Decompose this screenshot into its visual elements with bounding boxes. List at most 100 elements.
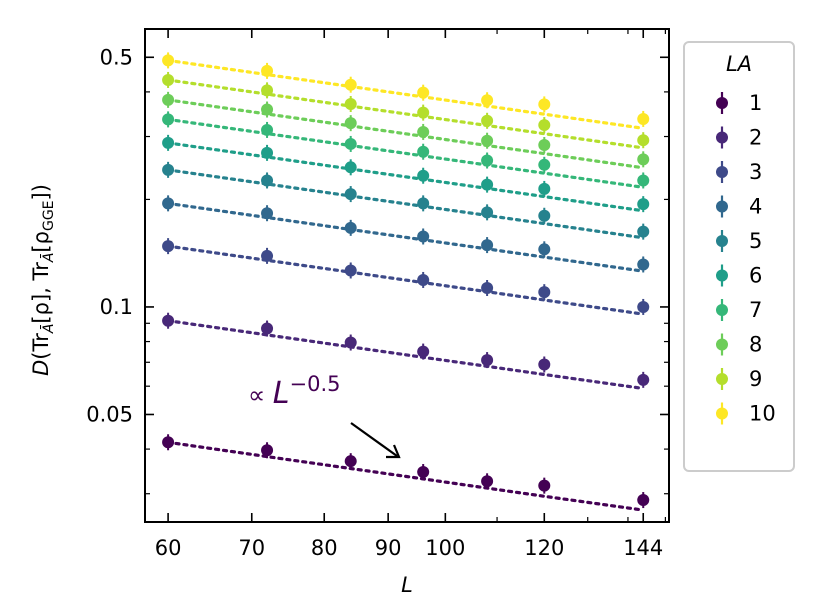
data-point [261,174,274,187]
data-point [538,182,551,195]
data-point [538,158,551,171]
data-point [538,358,551,371]
legend-marker [716,200,728,213]
data-point [261,64,274,77]
data-point [417,125,430,138]
legend: LA 1 2 3 4 5 6 7 8 9 10 [683,41,795,472]
plot-frame [144,28,670,523]
legend-marker [716,235,728,247]
data-point [481,154,494,167]
data-point [261,249,274,262]
data-point [162,197,175,210]
legend-label: 8 [749,333,762,357]
y-axis-label: D(TrĀ[ρ], TrĀ[ρGGE]) [29,184,57,376]
legend-marker [716,338,728,351]
data-point [344,161,357,174]
legend-item-8: 8 [716,333,762,357]
legend-item-9: 9 [716,367,762,391]
data-point [637,174,650,187]
series-6 [162,134,650,213]
legend-marker [716,373,728,385]
annotation-arrow-shaft [350,422,398,457]
data-point [637,258,650,271]
data-point [417,466,430,479]
data-point [481,354,494,367]
x-tick-label: 120 [524,536,564,560]
data-point [538,479,551,492]
legend-label: 4 [749,195,762,219]
legend-label: 9 [749,367,762,391]
data-point [417,106,430,119]
data-point [637,225,650,238]
series-10 [162,52,650,130]
data-point [538,209,551,222]
axis-ticks: 60 70 80 90 100 120 144 0.05 0.1 0.5 [86,29,669,560]
annotation-arrow-head [386,444,401,459]
legend-label: 6 [749,264,762,288]
data-point [481,475,494,488]
data-point [481,114,494,127]
legend-marker [716,131,728,144]
data-point [344,188,357,201]
legend-item-1: 1 [716,91,762,115]
data-point [344,137,357,150]
series-7 [162,111,650,189]
data-point [481,281,494,294]
annotation-text: ∝ L−0.5 [248,372,341,411]
data-point [481,178,494,191]
series-5 [162,161,650,240]
legend-marker [716,407,728,420]
y-tick-label: 0.5 [100,45,133,69]
data-point [417,273,430,286]
fit-line-1 [166,440,645,512]
data-point [481,239,494,252]
data-point [637,134,650,147]
legend-item-3: 3 [716,160,762,184]
legend-title: LA [726,52,752,76]
legend-marker [716,304,728,316]
data-point [162,240,175,253]
data-point [162,436,175,449]
data-point [162,93,175,106]
data-point [261,84,274,97]
data-point [637,373,650,386]
fit-line-9 [166,78,645,150]
data-point [481,94,494,107]
series-2 [162,312,650,391]
legend-item-10: 10 [716,402,776,426]
series-1 [162,434,650,512]
annotation: ∝ L−0.5 [248,372,401,459]
legend-label: 1 [749,91,762,115]
legend-item-5: 5 [716,229,762,253]
data-point [417,145,430,158]
data-point [261,103,274,116]
data-point [417,86,430,99]
data-point [637,494,650,507]
data-point [637,198,650,211]
series-8 [162,91,650,170]
legend-marker [716,97,728,109]
fit-line-8 [166,98,645,170]
data-point [538,119,551,132]
data-point [261,123,274,136]
data-point [261,444,274,457]
x-tick-label: 60 [155,536,182,560]
data-point [637,300,650,313]
data-point [344,97,357,110]
data-point [637,153,650,166]
data-point [261,322,274,335]
legend-items: 1 2 3 4 5 6 7 8 9 10 [716,91,776,426]
y-tick-label: 0.05 [86,402,133,426]
data-point [481,206,494,219]
data-point [481,134,494,147]
x-tick-label: 70 [238,536,265,560]
legend-label: 2 [749,126,762,150]
series-9 [162,71,650,150]
x-tick-label: 100 [425,536,465,560]
legend-label: 7 [749,298,762,322]
fit-line-10 [166,58,645,130]
fit-line-3 [166,244,645,316]
legend-item-7: 7 [716,298,762,322]
data-point [162,136,175,149]
